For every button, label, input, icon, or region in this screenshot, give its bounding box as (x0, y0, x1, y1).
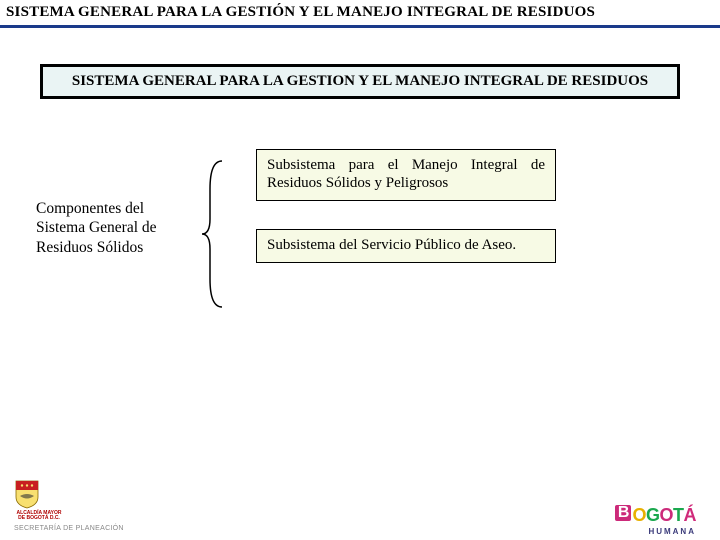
secretaria-label: SECRETARÍA DE PLANEACIÓN (14, 525, 124, 532)
bogota-logo: B O G O T Á (615, 505, 696, 526)
page-title: SISTEMA GENERAL PARA LA GESTIÓN Y EL MAN… (6, 4, 714, 21)
bracket-icon (200, 159, 230, 309)
bogota-o1: O (632, 505, 646, 526)
alcaldia-line2: DE BOGOTÁ D.C. (18, 515, 60, 521)
bogota-b: B (615, 505, 631, 521)
subsystem-box-1: Subsistema para el Manejo Integral de Re… (256, 149, 556, 201)
components-label: Componentes del Sistema General de Resid… (36, 199, 196, 257)
bogota-o2: O (659, 505, 673, 526)
alcaldia-label: ALCALDÍA MAYOR DE BOGOTÁ D.C. (14, 511, 64, 521)
footer-left-logo: ALCALDÍA MAYOR DE BOGOTÁ D.C. SECRETARÍA… (14, 479, 124, 532)
subsystem-text-1: Subsistema para el Manejo Integral de Re… (267, 156, 545, 192)
bogota-g: G (646, 505, 660, 526)
subsystem-text-2: Subsistema del Servicio Público de Aseo. (267, 236, 545, 254)
subsystem-box-2: Subsistema del Servicio Público de Aseo. (256, 229, 556, 263)
footer: ALCALDÍA MAYOR DE BOGOTÁ D.C. SECRETARÍA… (0, 480, 720, 540)
humana-label: HUMANA (648, 527, 696, 536)
bogota-a: Á (684, 505, 697, 526)
subtitle-text: SISTEMA GENERAL PARA LA GESTION Y EL MAN… (53, 73, 667, 90)
subsystem-boxes: Subsistema para el Manejo Integral de Re… (256, 149, 556, 291)
bogota-t: T (673, 505, 684, 526)
diagram-area: Componentes del Sistema General de Resid… (0, 159, 720, 359)
shield-icon (14, 479, 40, 509)
subtitle-box: SISTEMA GENERAL PARA LA GESTION Y EL MAN… (40, 64, 680, 99)
footer-right-logo: B O G O T Á (615, 505, 696, 526)
header-bar: SISTEMA GENERAL PARA LA GESTIÓN Y EL MAN… (0, 0, 720, 28)
